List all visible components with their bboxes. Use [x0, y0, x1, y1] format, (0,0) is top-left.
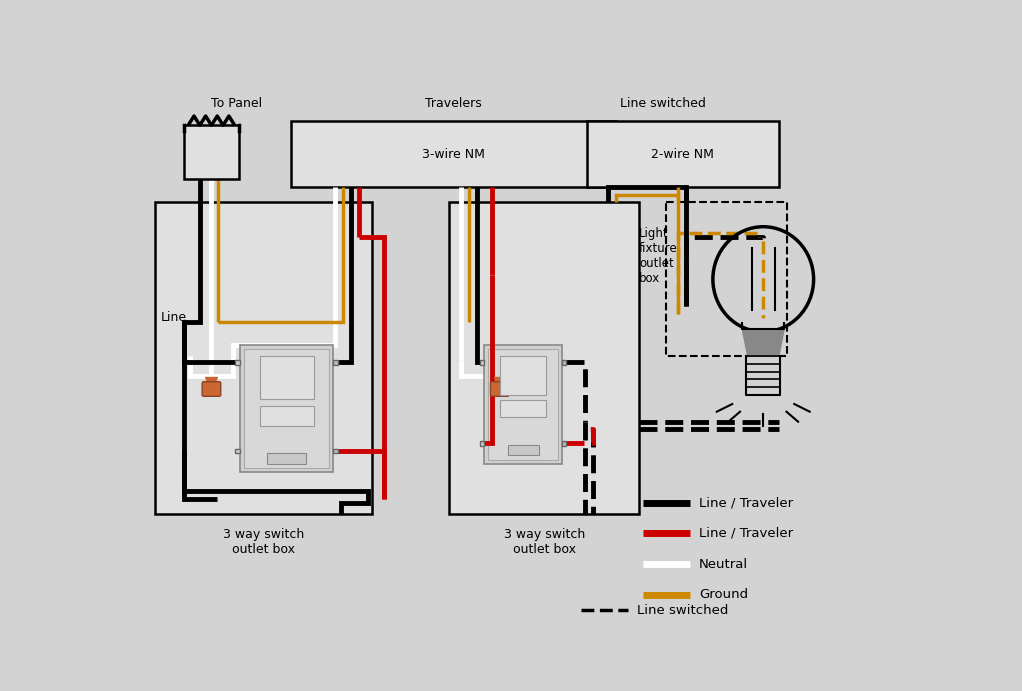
Bar	[484, 345, 562, 464]
Bar	[450, 202, 639, 514]
Bar	[155, 202, 372, 514]
Bar	[500, 357, 546, 395]
Text: Line / Traveler: Line / Traveler	[699, 527, 793, 540]
Text: 3 way switch
outlet box: 3 way switch outlet box	[504, 528, 585, 556]
Text: Line: Line	[160, 311, 186, 324]
Bar	[290, 122, 616, 187]
Text: Travelers: Travelers	[425, 97, 481, 110]
Polygon shape	[742, 330, 784, 357]
Text: 2-wire NM: 2-wire NM	[651, 148, 714, 160]
FancyBboxPatch shape	[202, 381, 221, 397]
Bar	[333, 360, 338, 365]
Bar	[479, 441, 484, 446]
FancyBboxPatch shape	[491, 381, 509, 397]
Bar	[666, 202, 787, 357]
Bar	[508, 445, 539, 455]
Bar	[489, 348, 558, 460]
Bar	[267, 453, 306, 464]
Bar	[587, 122, 779, 187]
Text: 3 way switch
outlet box: 3 way switch outlet box	[223, 528, 304, 556]
Bar	[562, 360, 566, 365]
Text: Neutral: Neutral	[699, 558, 748, 571]
Text: 3-wire NM: 3-wire NM	[422, 148, 484, 160]
Bar	[479, 360, 484, 365]
Bar	[333, 448, 338, 453]
Text: Light
fixture
outlet
box: Light fixture outlet box	[639, 227, 678, 285]
Bar	[562, 441, 566, 446]
Text: Line / Traveler: Line / Traveler	[699, 496, 793, 509]
Bar	[260, 357, 314, 399]
Text: Line switched: Line switched	[637, 604, 729, 617]
Text: Ground: Ground	[699, 589, 748, 601]
Text: Line switched: Line switched	[619, 97, 705, 110]
Bar	[184, 125, 238, 179]
Bar	[260, 406, 314, 426]
Text: To Panel: To Panel	[211, 97, 262, 110]
Bar	[235, 360, 240, 365]
Bar	[240, 345, 333, 472]
Bar	[235, 448, 240, 453]
Bar	[244, 348, 329, 468]
Bar	[500, 400, 546, 417]
